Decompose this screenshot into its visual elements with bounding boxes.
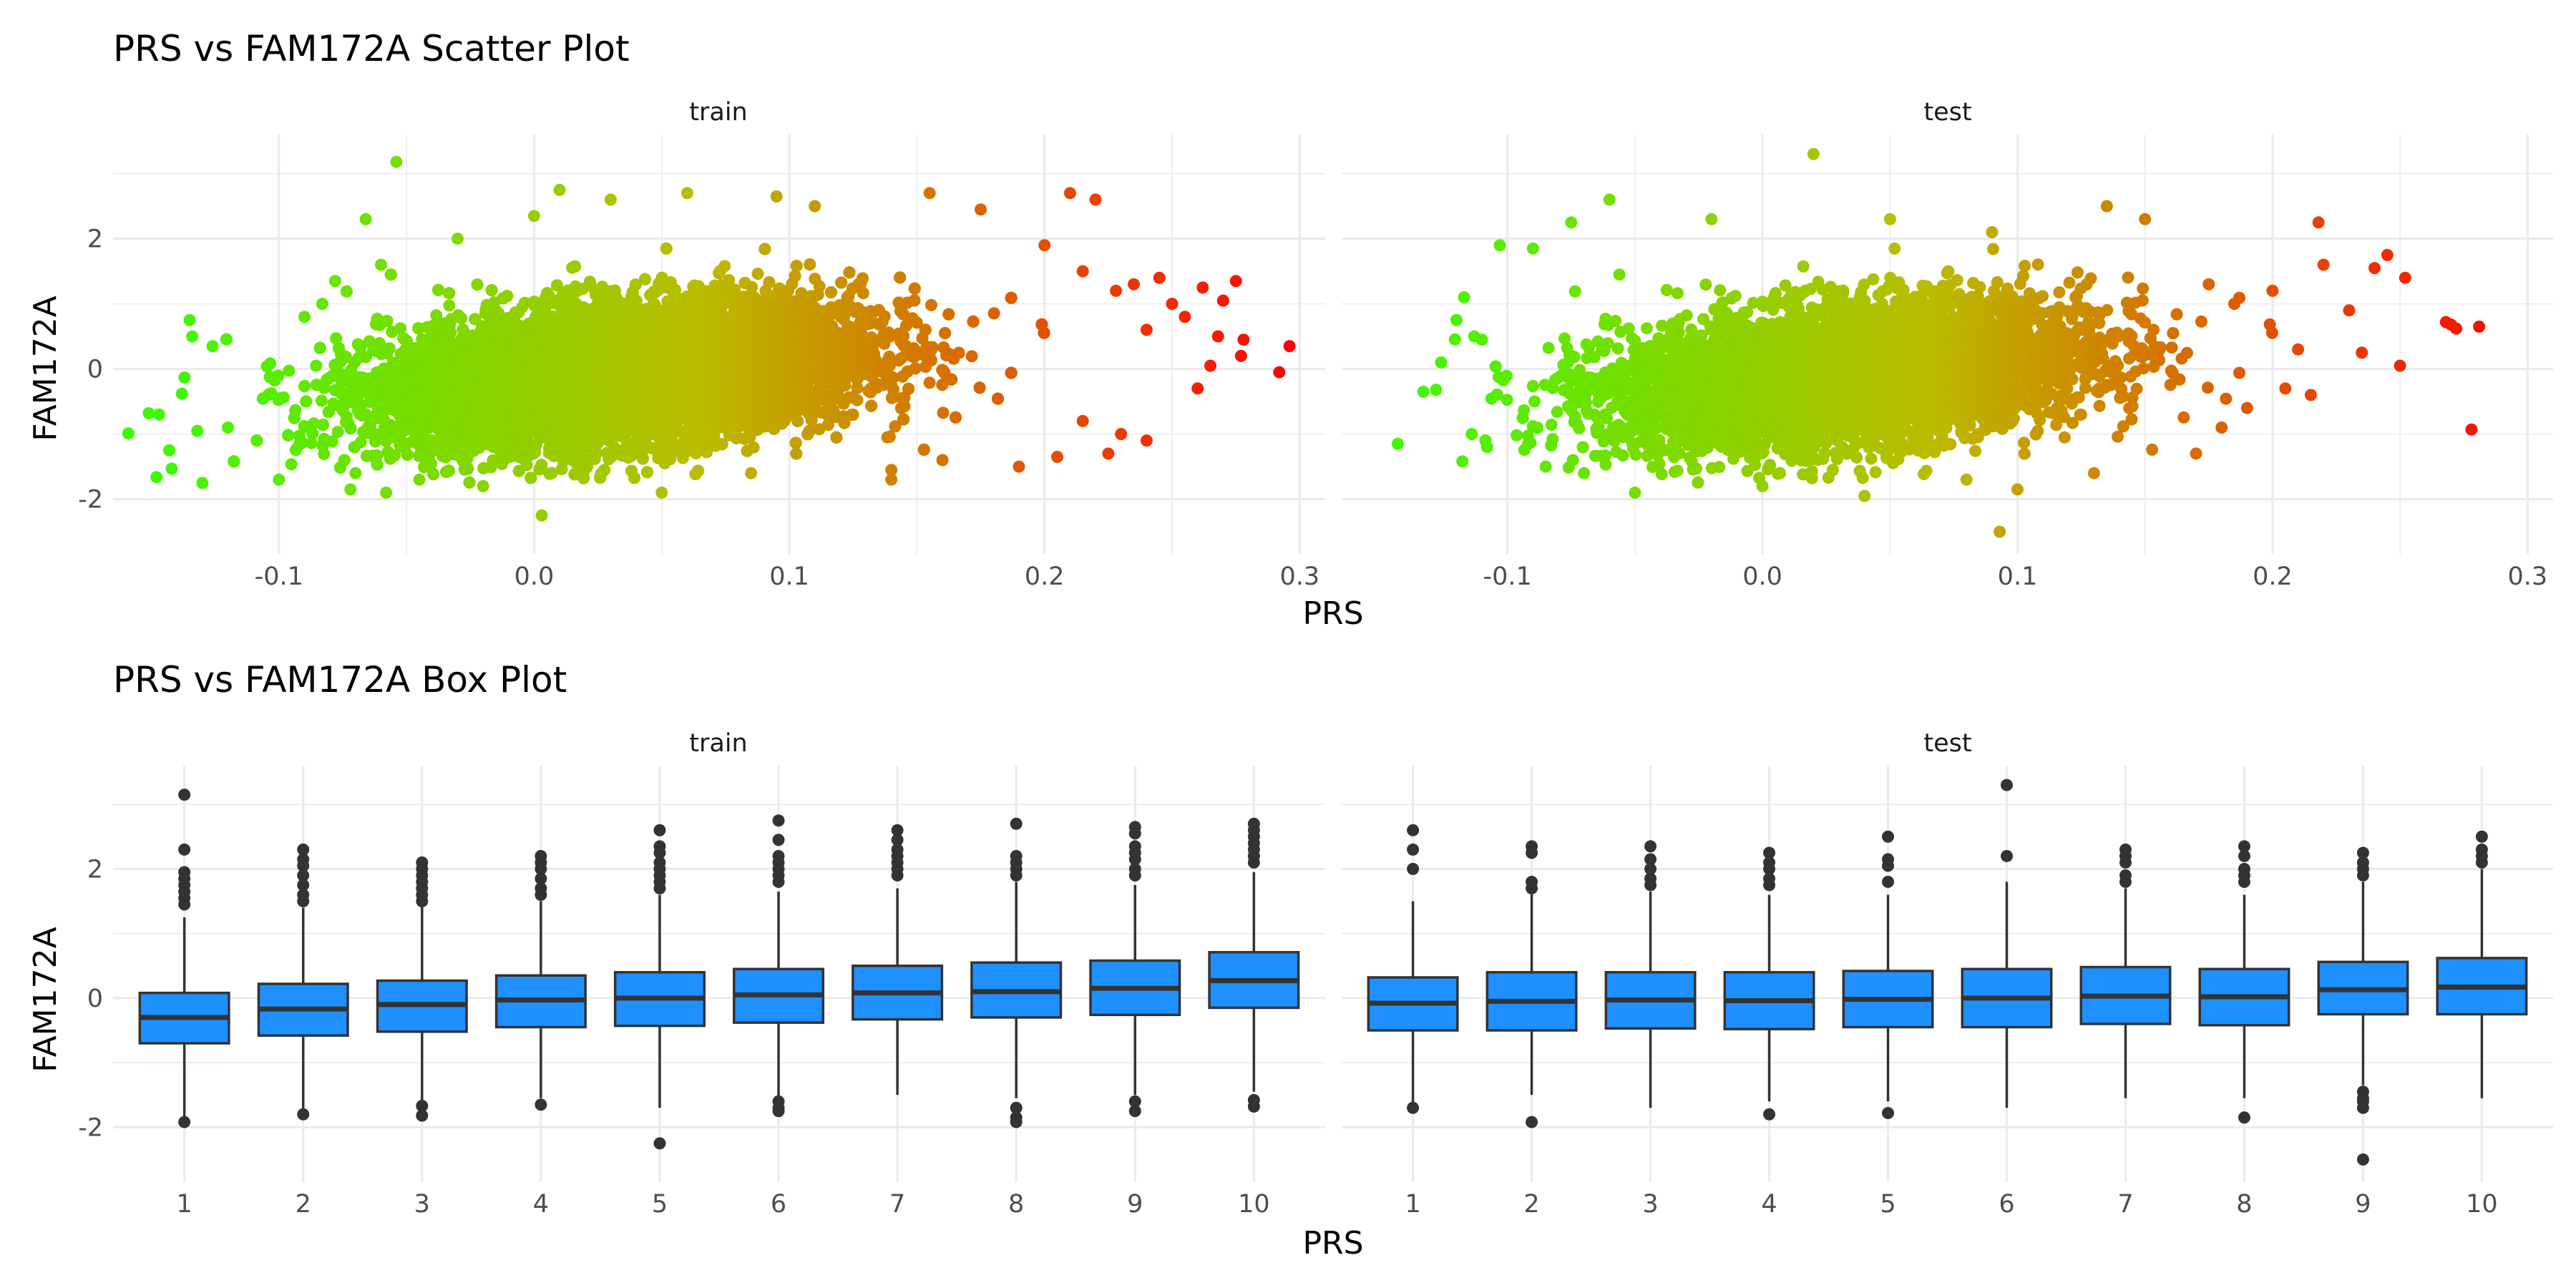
scatter-point (401, 449, 414, 461)
scatter-x-tick-label: 0.1 (769, 562, 809, 591)
scatter-x-axis-title: PRS (1302, 595, 1363, 632)
scatter-point (305, 436, 318, 449)
scatter-point (250, 434, 263, 447)
scatter-point (308, 417, 320, 430)
scatter-point (432, 283, 444, 296)
scatter-point (371, 449, 384, 462)
scatter-point (277, 391, 290, 404)
scatter-point (444, 326, 457, 339)
scatter-point (315, 394, 328, 407)
scatter-point (354, 341, 367, 354)
scatter-point (296, 436, 308, 449)
scatter-point (443, 299, 456, 312)
scatter-point (282, 429, 295, 441)
scatter-y-axis-title: FAM172A (27, 296, 64, 441)
scatter-point (306, 427, 319, 440)
scatter-x-tick-label: 0.2 (1025, 562, 1065, 591)
scatter-point (228, 455, 240, 468)
scatter-x-tick-label: -0.1 (255, 562, 303, 591)
scatter-point (283, 364, 296, 377)
scatter-point (443, 287, 456, 300)
scatter-y-tick-label: 2 (87, 225, 103, 254)
scatter-point (289, 404, 302, 416)
scatter-point (344, 422, 357, 435)
scatter-point (326, 435, 338, 448)
scatter-point (442, 464, 455, 477)
scatter-point (424, 457, 437, 470)
scatter-point (264, 357, 277, 370)
scatter-point (310, 359, 323, 372)
scatter-point (338, 454, 351, 467)
scatter-title: PRS vs FAM172A Scatter Plot (113, 28, 630, 69)
scatter-point (384, 268, 397, 281)
scatter-point (383, 342, 396, 355)
scatter-point (298, 380, 311, 393)
scatter-panel-train: -0.1 0.0 0.1 0.2 0.3 -2 0 2 (78, 135, 1325, 591)
scatter-point (371, 458, 384, 471)
scatter-point (220, 333, 233, 346)
scatter-point (462, 462, 474, 475)
scatter-x-tick-label: 0.3 (1280, 562, 1320, 591)
scatter-x-tick-label: 0.0 (514, 562, 555, 591)
scatter-point (330, 332, 343, 345)
scatter-point (300, 395, 313, 408)
scatter-y-tick-label: 0 (87, 356, 103, 384)
scatter-point (331, 426, 344, 439)
scatter-point (463, 476, 476, 489)
scatter-point (381, 315, 394, 327)
scatter-point (340, 285, 353, 298)
scatter-point (471, 278, 484, 291)
scatter-strip-test: test (1923, 98, 1971, 127)
scatter-point (313, 341, 326, 354)
scatter-point (317, 419, 329, 431)
scatter-point (272, 369, 285, 382)
scatter-point (485, 284, 498, 297)
scatter-point (501, 290, 514, 303)
scatter-point (378, 362, 391, 375)
scatter-strip-train: train (689, 98, 747, 127)
scatter-point (318, 448, 331, 460)
scatter-y-tick-label: -2 (78, 486, 103, 514)
scatter-point (285, 458, 298, 471)
scatter-point (427, 468, 440, 481)
scatter-point (455, 312, 468, 325)
scatter-point (354, 436, 367, 449)
